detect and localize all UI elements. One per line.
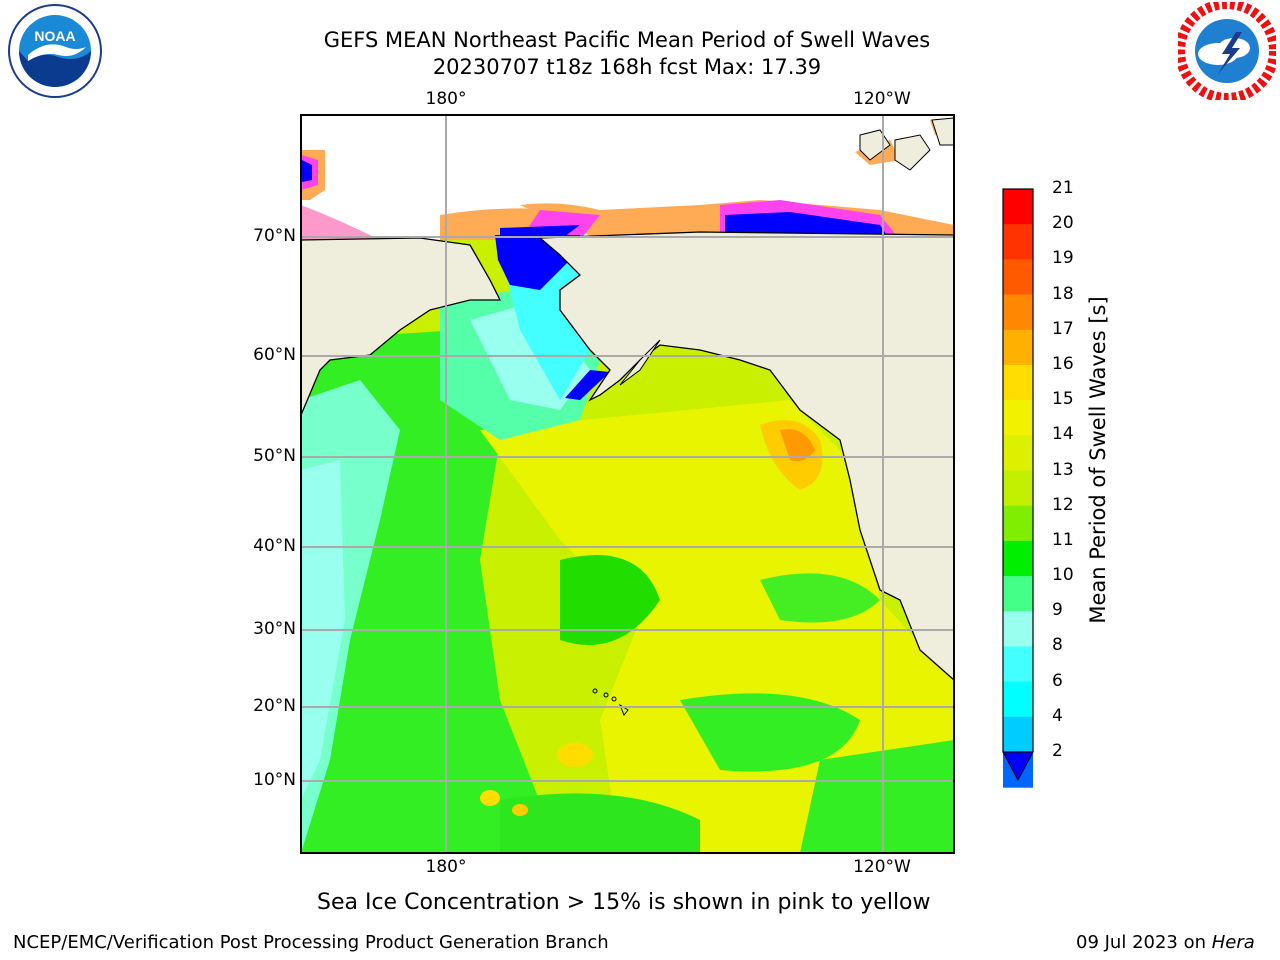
- colorbar-segment: [1003, 611, 1033, 647]
- colorbar-tick-label: 19: [1052, 248, 1074, 269]
- colorbar-segment: [1003, 576, 1033, 612]
- colorbar-tick-label: 14: [1052, 424, 1074, 445]
- map-title: GEFS MEAN Northeast Pacific Mean Period …: [323, 28, 931, 52]
- colorbar-tick-label: 6: [1052, 670, 1063, 691]
- colorbar-segment: [1003, 681, 1033, 718]
- lon-label-top-120w: 120°W: [853, 89, 911, 109]
- colorbar-segment: [1003, 435, 1033, 471]
- colorbar-tick-label: 18: [1052, 283, 1074, 304]
- colorbar-tick-label: 21: [1052, 178, 1074, 198]
- colorbar-segment: [1003, 505, 1033, 542]
- footer-date: 09 Jul 2023 on Hera: [1076, 932, 1255, 953]
- colorbar-segment: [1003, 716, 1033, 753]
- colorbar: [1003, 189, 1033, 788]
- lat-label-70n: 70°N: [253, 226, 296, 246]
- lon-label-bottom-120w: 120°W: [853, 857, 911, 877]
- colorbar-tick-label: 8: [1052, 635, 1063, 656]
- lon-label-top-180: 180°: [425, 89, 467, 109]
- colorbar-tick-label: 13: [1052, 459, 1074, 480]
- colorbar-segment: [1003, 259, 1033, 296]
- footer-credit: NCEP/EMC/Verification Post Processing Pr…: [13, 932, 609, 953]
- colorbar-segment: [1003, 646, 1033, 683]
- lat-label-50n: 50°N: [253, 446, 296, 466]
- colorbar-tick-label: 16: [1052, 353, 1074, 374]
- colorbar-tick-label: 9: [1052, 600, 1063, 621]
- map-field: [301, 115, 954, 853]
- lon-label-bottom-180: 180°: [425, 857, 467, 877]
- lat-label-60n: 60°N: [253, 345, 296, 365]
- colorbar-frame: [1002, 188, 1034, 753]
- colorbar-segment: [1003, 400, 1033, 436]
- colorbar-tick-label: 20: [1052, 213, 1074, 234]
- colorbar-tick-label: 4: [1052, 705, 1063, 726]
- colorbar-tick-label: 2: [1052, 741, 1063, 761]
- colorbar-segment: [1003, 470, 1033, 507]
- colorbar-tick-label: 10: [1052, 565, 1074, 586]
- sea-ice-note: Sea Ice Concentration > 15% is shown in …: [317, 890, 931, 915]
- colorbar-label: Mean Period of Swell Waves [s]: [1086, 296, 1110, 624]
- colorbar-segment: [1003, 294, 1033, 331]
- colorbar-tick-label: 17: [1052, 318, 1074, 339]
- noaa-logo: NOAA: [8, 4, 102, 98]
- footer-host: Hera: [1211, 932, 1255, 953]
- lat-label-20n: 20°N: [253, 696, 296, 716]
- lat-label-10n: 10°N: [253, 770, 296, 790]
- colorbar-segment: [1003, 189, 1033, 225]
- colorbar-segment: [1003, 329, 1033, 366]
- colorbar-segment: [1003, 364, 1033, 401]
- colorbar-tick-label: 11: [1052, 529, 1074, 550]
- colorbar-tick-label: 15: [1052, 389, 1074, 410]
- lat-label-30n: 30°N: [253, 619, 296, 639]
- colorbar-tick-label: 12: [1052, 494, 1074, 515]
- lat-label-40n: 40°N: [253, 536, 296, 556]
- colorbar-segment: [1003, 540, 1033, 577]
- map-subtitle: 20230707 t18z 168h fcst Max: 17.39: [432, 55, 822, 79]
- map-border: [300, 114, 955, 854]
- graticule: [301, 115, 954, 853]
- colorbar-segment: [1003, 224, 1033, 260]
- svg-text:NOAA: NOAA: [34, 28, 75, 44]
- footer-date-text: 09 Jul 2023 on: [1076, 932, 1212, 953]
- nws-logo: [1178, 2, 1276, 100]
